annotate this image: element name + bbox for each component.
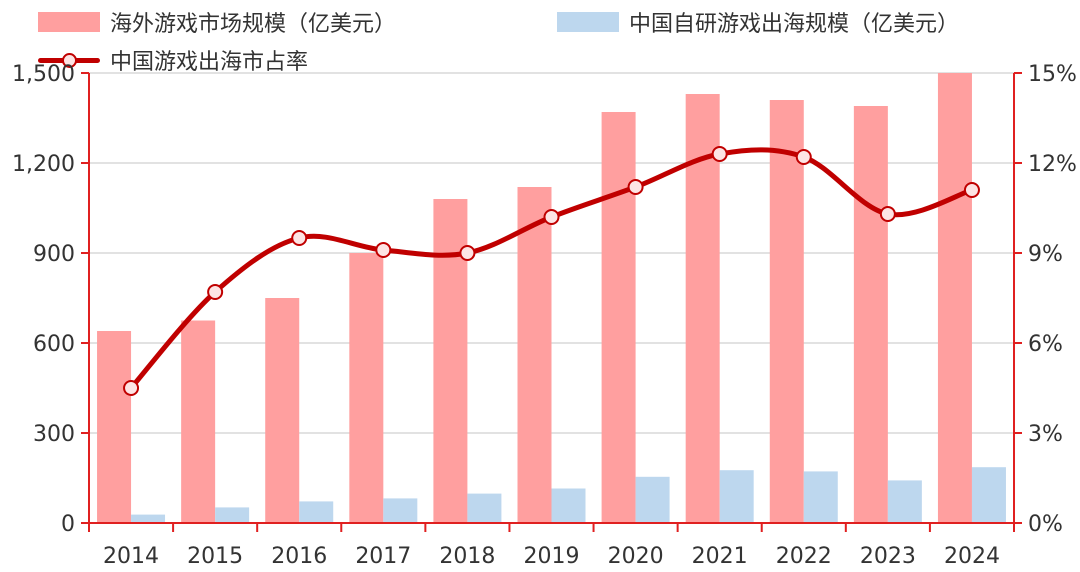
x-tick-label: 2015 <box>187 544 243 569</box>
share-point <box>291 230 308 246</box>
right-tick-label: 6% <box>1028 332 1063 357</box>
x-tick-label: 2021 <box>692 544 748 569</box>
x-tick-label: 2016 <box>271 544 327 569</box>
bars <box>97 73 1006 523</box>
share-point <box>963 182 980 198</box>
bar-overseas-market <box>685 94 720 523</box>
x-tick-label: 2023 <box>860 544 916 569</box>
bar-overseas-market <box>97 331 132 523</box>
legend-total-swatch <box>38 12 100 32</box>
right-tick-label: 9% <box>1028 242 1063 267</box>
right-tick-label: 12% <box>1028 152 1077 177</box>
legend-share-label: 中国游戏出海市占率 <box>110 50 309 75</box>
bar-overseas-market <box>181 320 216 523</box>
left-tick-label: 300 <box>33 422 75 447</box>
x-tick-label: 2019 <box>524 544 580 569</box>
left-tick-label: 1,500 <box>12 62 75 87</box>
bar-china-export <box>803 471 838 523</box>
bar-china-export <box>551 488 586 523</box>
bar-china-export <box>971 467 1006 523</box>
bar-overseas-market <box>517 187 552 523</box>
share-point <box>711 146 728 162</box>
bar-china-export <box>719 470 754 523</box>
right-tick-label: 0% <box>1028 512 1063 537</box>
right-tick-label: 15% <box>1028 62 1077 87</box>
legend-share-swatch <box>38 50 100 70</box>
share-point <box>207 284 224 300</box>
bar-china-export <box>383 498 418 523</box>
share-point <box>459 245 476 261</box>
share-point <box>627 179 644 195</box>
share-point <box>123 380 140 396</box>
legend-china: 中国自研游戏出海规模（亿美元） <box>557 6 959 38</box>
share-point <box>543 209 560 225</box>
x-tick-label: 2014 <box>103 544 159 569</box>
bar-china-export <box>215 507 250 523</box>
legend-china-label: 中国自研游戏出海规模（亿美元） <box>629 12 960 37</box>
x-tick-label: 2018 <box>439 544 495 569</box>
bar-china-export <box>887 480 922 523</box>
legend-total-label: 海外游戏市场规模（亿美元） <box>110 12 397 37</box>
legend-share: 中国游戏出海市占率 <box>38 44 308 76</box>
bar-china-export <box>131 514 166 523</box>
x-tick-label: 2022 <box>776 544 832 569</box>
x-tick-label: 2017 <box>355 544 411 569</box>
bar-overseas-market <box>601 112 636 523</box>
bar-china-export <box>467 493 502 523</box>
bar-china-export <box>635 476 670 523</box>
share-point <box>375 242 392 258</box>
x-tick-label: 2020 <box>608 544 664 569</box>
legend-share-marker <box>62 53 77 68</box>
right-tick-label: 3% <box>1028 422 1063 447</box>
axes <box>81 72 1022 532</box>
left-tick-label: 0 <box>61 512 75 537</box>
tick-labels: 0 300 600 900 1,200 1,500 0% 3% 6% 9% 12% 15% 2014 20… <box>12 62 1077 569</box>
bar-overseas-market <box>349 253 384 523</box>
share-point <box>879 206 896 222</box>
left-tick-label: 600 <box>33 332 75 357</box>
bar-overseas-market <box>769 100 804 523</box>
legend-total: 海外游戏市场规模（亿美元） <box>38 6 396 38</box>
bar-overseas-market <box>937 73 972 523</box>
bar-overseas-market <box>265 298 300 523</box>
x-tick-label: 2024 <box>944 544 1000 569</box>
bar-china-export <box>299 501 334 523</box>
share-line <box>123 146 980 396</box>
legend-china-swatch <box>557 12 619 32</box>
share-point <box>795 149 812 165</box>
left-tick-label: 900 <box>33 242 75 267</box>
left-tick-label: 1,200 <box>12 152 75 177</box>
bar-overseas-market <box>853 106 888 523</box>
